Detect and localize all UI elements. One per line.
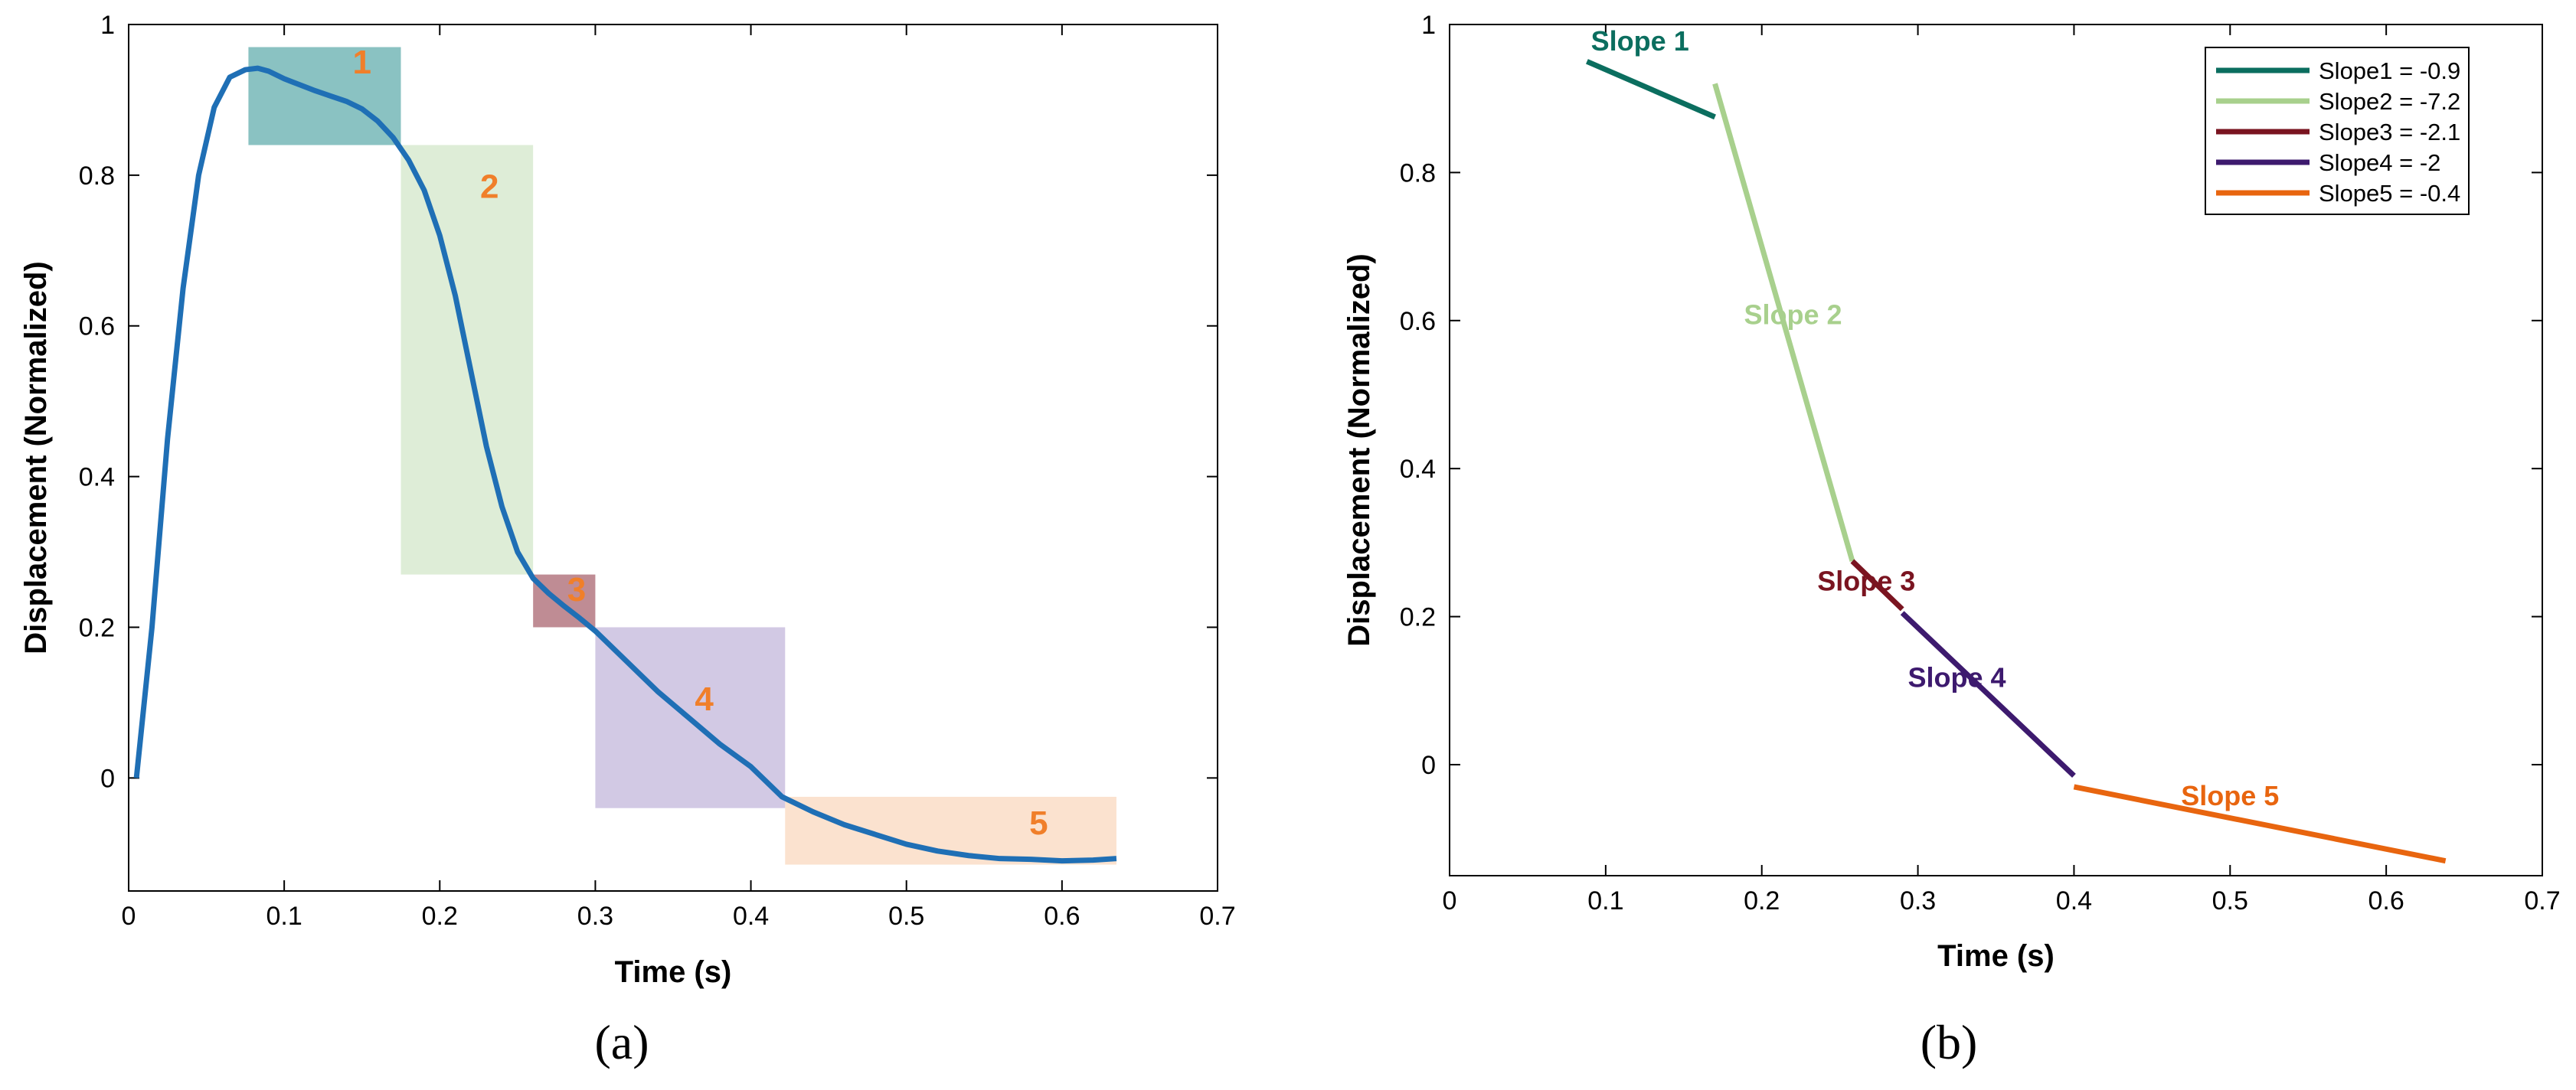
y-tick-label: 0.6	[1400, 307, 1436, 336]
legend: Slope1 = -0.9 Slope2 = -7.2 Slope3 = -2.1 S…	[2205, 47, 2470, 215]
y-tick-label: 1	[1421, 11, 1436, 40]
x-tick-label: 0.2	[1744, 886, 1780, 915]
region-number-5: 5	[1029, 804, 1048, 842]
slope-line-1	[1586, 59, 1716, 120]
x-tick-label: 0.7	[1199, 902, 1235, 931]
legend-entry-5: Slope5 = -0.4	[2319, 180, 2460, 207]
x-tick-label: 0.1	[266, 902, 302, 931]
legend-entry-4: Slope4 = -2	[2319, 149, 2440, 176]
slope-line-5	[2073, 784, 2447, 864]
legend-entry-2: Slope2 = -7.2	[2319, 88, 2460, 115]
x-tick-label: 0.1	[1587, 886, 1623, 915]
x-tick-label: 0.6	[2368, 886, 2404, 915]
legend-entry-3: Slope3 = -2.1	[2319, 119, 2460, 145]
x-tick-label: 0	[122, 902, 136, 931]
y-tick-label: 0.4	[79, 463, 115, 492]
axes-box	[1449, 24, 2543, 876]
slope-line-4	[1900, 611, 2076, 778]
y-tick-label: 0.4	[1400, 455, 1436, 484]
x-tick-label: 0.4	[2056, 886, 2092, 915]
y-tick-label: 0	[1421, 751, 1436, 780]
slope-line-3	[1850, 559, 1904, 612]
x-tick-label: 0.5	[888, 902, 924, 931]
x-tick-label: 0.7	[2524, 886, 2560, 915]
x-axis-label: Time (s)	[1937, 939, 2055, 973]
slope-line-2	[1712, 83, 1855, 563]
x-tick-label: 0.2	[422, 902, 458, 931]
slope-label-1: Slope 1	[1591, 25, 1689, 57]
x-tick-label: 0.5	[2212, 886, 2248, 915]
axes-box	[128, 24, 1218, 892]
x-tick-label: 0.3	[1900, 886, 1936, 915]
slope-label-2: Slope 2	[1744, 299, 1842, 331]
y-tick-label: 1	[100, 11, 115, 40]
region-number-3: 3	[567, 571, 586, 609]
slope-label-5: Slope 5	[2181, 780, 2279, 811]
panel-label-b: (b)	[1921, 1015, 1978, 1069]
y-axis-label: Displacement (Normalized)	[1342, 253, 1376, 646]
y-tick-label: 0	[100, 764, 115, 793]
y-tick-label: 0.8	[79, 162, 115, 191]
x-tick-label: 0	[1443, 886, 1457, 915]
region-number-1: 1	[352, 44, 371, 81]
x-tick-label: 0.3	[577, 902, 613, 931]
y-tick-label: 0.8	[1400, 158, 1436, 188]
region-number-2: 2	[480, 168, 499, 205]
x-tick-label: 0.4	[733, 902, 769, 931]
legend-entry-1: Slope1 = -0.9	[2319, 57, 2460, 84]
panel-b-chart: 0 0.1 0.2 0.3 0.4 0.5 0.6 0.7 0 0.2 0.4 0.6 0.8 1 Time…	[1342, 11, 2561, 973]
y-axis-label: Displacement (Normalized)	[19, 261, 53, 654]
panel-label-a: (a)	[594, 1015, 649, 1069]
y-tick-label: 0.6	[79, 312, 115, 341]
region-number-4: 4	[695, 680, 714, 718]
x-axis-label: Time (s)	[615, 955, 732, 989]
displacement-curve	[133, 65, 1117, 864]
region-box-3	[533, 574, 596, 628]
x-tick-label: 0.6	[1044, 902, 1080, 931]
panel-a-chart: 0 0.1 0.2 0.3 0.4 0.5 0.6 0.7 0 0.2 0.4 0.6 0.8 1 Time…	[19, 11, 1236, 989]
y-tick-label: 0.2	[79, 613, 115, 642]
slope-label-4: Slope 4	[1908, 661, 2006, 693]
y-tick-label: 0.2	[1400, 603, 1436, 632]
slope-label-3: Slope 3	[1817, 566, 1915, 597]
